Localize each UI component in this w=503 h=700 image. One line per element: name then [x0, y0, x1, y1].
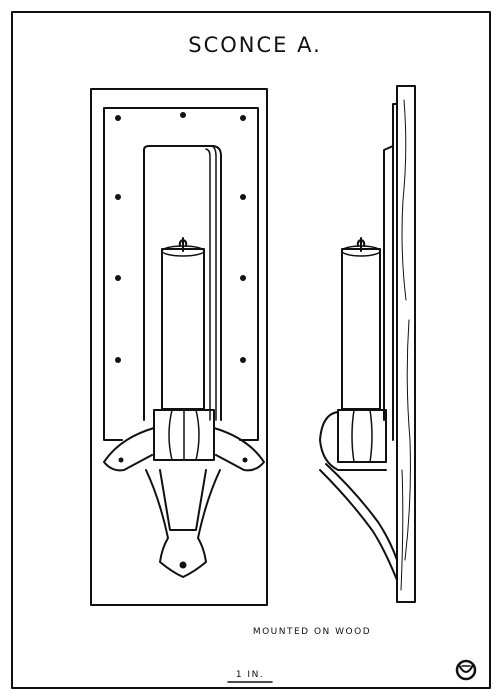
mount-caption: MOUNTED ON WOOD — [253, 627, 371, 637]
side-bracket — [319, 469, 398, 581]
scale-label: 1 IN. — [236, 670, 264, 680]
side-wood-grain — [400, 99, 411, 591]
front-view — [90, 88, 268, 606]
side-socket — [337, 409, 387, 463]
side-candle — [341, 248, 381, 410]
front-nail-heads — [115, 112, 246, 363]
front-reflector — [143, 145, 222, 421]
front-bracket — [159, 469, 207, 531]
side-drip-pan — [319, 411, 387, 471]
side-back-plate — [392, 103, 398, 441]
drawing-title: SCONCE A. — [188, 33, 322, 57]
front-wood-board — [90, 88, 268, 606]
front-back-plate — [103, 107, 259, 441]
front-hanger-hole — [179, 561, 187, 569]
sheet-border — [11, 11, 491, 689]
side-candle-wick — [356, 237, 366, 252]
monogram-mark — [455, 659, 477, 681]
front-candle-wick — [178, 237, 188, 252]
front-socket — [153, 409, 215, 461]
side-view — [319, 85, 416, 603]
front-hanger-tab — [145, 469, 221, 578]
side-wood-board — [396, 85, 416, 603]
side-reflector — [383, 145, 394, 421]
front-drip-pan — [103, 427, 265, 472]
front-candle — [161, 248, 205, 410]
